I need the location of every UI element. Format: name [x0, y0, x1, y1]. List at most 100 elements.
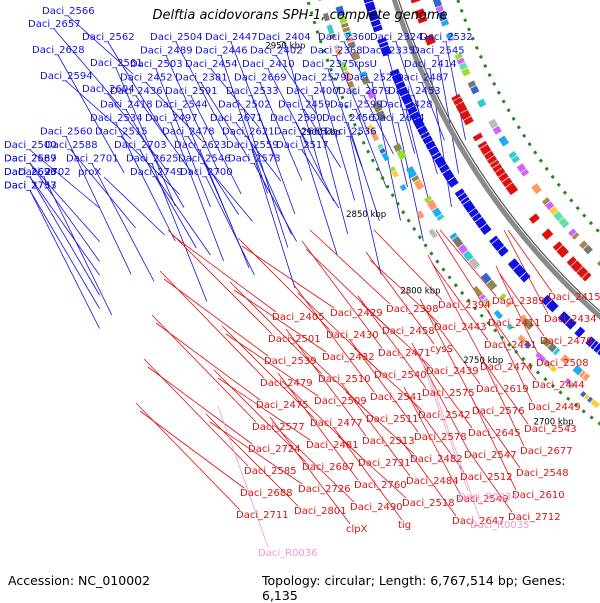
forward-gene-label: Daci_2447: [205, 32, 258, 43]
forward-gene-82: [432, 148, 435, 153]
reverse-gene-label: Daci_2726: [298, 484, 351, 495]
reverse-connector-line: [164, 279, 268, 356]
cog-gene-outer-53: [461, 246, 465, 252]
forward-gene-label: Daci_2700: [180, 167, 233, 178]
forward-gene-label: Daci_2590: [270, 113, 323, 124]
forward-gene-83: [429, 143, 432, 148]
reverse-gene-label: Daci_2539: [264, 356, 317, 367]
reverse-connector-line: [168, 230, 272, 334]
cog-gene-outer-42: [555, 350, 558, 353]
cog-gene-far-38: [475, 288, 482, 296]
forward-gene-56: [593, 344, 595, 346]
cog-gene-outer-55: [452, 235, 454, 238]
cog-gene-outer-49: [489, 282, 494, 288]
forward-gene-label: rpsU: [354, 59, 377, 70]
forward-connector-line: [300, 137, 337, 255]
reverse-connector-line: [148, 367, 252, 444]
reverse-gene-label: tig: [398, 520, 411, 531]
rna-gene-label: Daci_R0036: [258, 548, 318, 559]
cog-gene-inner-67: [473, 87, 476, 93]
forward-gene-77: [451, 179, 455, 185]
forward-gene-65: [511, 261, 516, 267]
forward-gene-label: Daci_2375: [302, 59, 355, 70]
reverse-gene-label: Daci_2542: [418, 410, 471, 421]
reverse-gene-53: [570, 259, 574, 263]
forward-gene-84: [426, 138, 429, 143]
cog-gene-outer-63: [400, 151, 404, 158]
reverse-gene-69: [467, 119, 470, 124]
reverse-gene-73: [455, 96, 457, 99]
forward-gene-label: Daci_2504: [150, 32, 203, 43]
forward-gene-label: Daci_2534: [90, 113, 143, 124]
forward-gene-80: [438, 158, 443, 166]
reverse-gene-label: Daci_2484: [406, 476, 459, 487]
forward-gene-73: [466, 203, 471, 211]
forward-gene-label: Daci_2546: [178, 154, 231, 165]
cog-gene-far-46: [379, 145, 381, 149]
reverse-gene-65: [488, 153, 491, 157]
cog-gene-far-22: [592, 401, 598, 406]
forward-gene-72: [472, 211, 475, 215]
forward-gene-66: [501, 249, 505, 254]
forward-gene-label: Daci_2454: [185, 59, 238, 70]
reverse-gene-label: Daci_2610: [512, 490, 565, 501]
forward-gene-label: Daci_2414: [404, 59, 457, 70]
reverse-gene-67: [482, 143, 484, 146]
reverse-gene-label: Daci_2490: [350, 502, 403, 513]
reverse-connector-line: [156, 323, 260, 400]
forward-gene-label: Daci_2532: [420, 32, 473, 43]
forward-gene-label: Daci_2594: [40, 71, 93, 82]
cog-gene-inner-78: [436, 0, 439, 6]
forward-gene-76: [459, 191, 462, 195]
reverse-gene-label: Daci_2475: [256, 400, 309, 411]
reverse-gene-label: Daci_2394: [438, 300, 491, 311]
reverse-gene-label: Daci_2398: [386, 304, 439, 315]
reverse-gene-label: clpX: [346, 524, 368, 535]
forward-gene-label: Daci_2623: [174, 140, 227, 151]
reverse-gene-label: Daci_2688: [240, 488, 293, 499]
forward-gene-85: [424, 134, 426, 137]
genome-summary-text: Topology: circular; Length: 6,767,514 bp…: [262, 573, 600, 603]
cog-gene-outer-64: [396, 145, 399, 151]
forward-gene-label: Daci_2402: [250, 46, 303, 57]
cog-gene-far-39: [431, 230, 436, 237]
reverse-gene-68: [477, 135, 479, 139]
cog-gene-outer-62: [409, 168, 414, 177]
forward-gene-103: [367, 0, 368, 2]
forward-gene-75: [461, 195, 463, 199]
reverse-gene-label: Daci_2711: [236, 510, 289, 521]
reverse-gene-label: Daci_2509: [314, 396, 367, 407]
reverse-gene-label: Daci_2432: [322, 352, 375, 363]
forward-gene-label: Daci_2418: [100, 100, 153, 111]
reverse-gene-57: [533, 216, 537, 221]
forward-connector-line: [30, 164, 100, 262]
reverse-connector-line: [144, 359, 248, 466]
reverse-gene-label: Daci_2541: [370, 392, 423, 403]
forward-gene-label: Daci_2410: [242, 59, 295, 70]
forward-gene-label: Daci_2489: [140, 46, 193, 57]
forward-gene-label: Daci_2544: [155, 100, 208, 111]
forward-gene-label: Daci_2404: [258, 32, 311, 43]
reverse-gene-71: [459, 104, 463, 112]
reverse-gene-label: Daci_2578: [414, 432, 467, 443]
forward-gene-label: Daci_2668: [274, 127, 327, 138]
cog-gene-inner-70: [462, 64, 464, 69]
reverse-gene-70: [464, 112, 467, 118]
forward-gene-86: [421, 128, 424, 133]
forward-gene-label: Daci_2562: [82, 32, 135, 43]
forward-gene-label: Daci_2559: [226, 140, 279, 151]
forward-connector-line: [30, 177, 100, 295]
reverse-gene-64: [491, 158, 494, 162]
cog-gene-far-23: [589, 399, 592, 401]
forward-gene-label: Daci_2335: [362, 46, 415, 57]
forward-gene-label: Daci_2515: [95, 127, 148, 138]
cog-gene-inner-63: [501, 137, 506, 144]
forward-gene-78: [446, 172, 451, 179]
cog-gene-inner-50: [582, 243, 586, 247]
forward-gene-label: Daci_2545: [412, 46, 465, 57]
cog-gene-inner-65: [491, 120, 495, 127]
cog-gene-inner-69: [465, 70, 468, 75]
reverse-gene-label: Daci_2513: [362, 436, 415, 447]
reverse-gene-72: [457, 99, 459, 103]
